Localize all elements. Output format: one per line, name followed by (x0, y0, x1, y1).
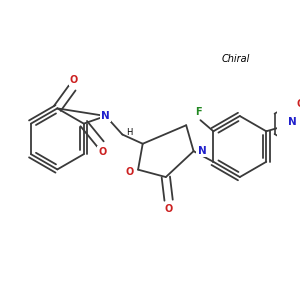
Text: H: H (127, 128, 133, 137)
Text: O: O (70, 75, 78, 85)
Text: O: O (164, 203, 173, 214)
Text: N: N (101, 111, 110, 121)
Text: Chiral: Chiral (222, 54, 250, 64)
Text: F: F (195, 107, 202, 117)
Text: N: N (288, 117, 296, 127)
Text: O: O (126, 167, 134, 176)
Text: N: N (197, 146, 206, 156)
Text: O: O (98, 147, 106, 157)
Text: O: O (296, 98, 300, 109)
